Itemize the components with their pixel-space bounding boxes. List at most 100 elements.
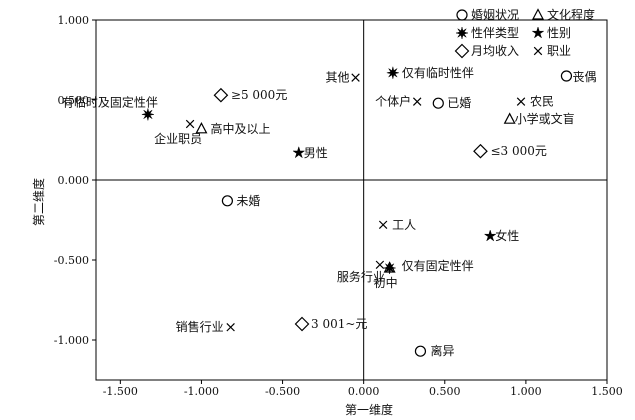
- triangle-legend-marker: [532, 8, 544, 20]
- point-label: 离异: [430, 343, 454, 358]
- circle-marker: [432, 97, 444, 109]
- diamond-legend-marker: [454, 43, 470, 59]
- point-label: 男性: [304, 146, 328, 160]
- x-tick-label: 0.500: [429, 385, 461, 398]
- circle-marker: [560, 70, 573, 82]
- point-其他: 其他: [326, 71, 360, 85]
- x-tick-label: -0.500: [265, 385, 300, 398]
- point-label: 工人: [392, 218, 416, 232]
- point-label: 已婚: [447, 96, 471, 110]
- point-销售行业: 销售行业: [176, 319, 235, 334]
- point-label: ≤3 000元: [490, 144, 546, 158]
- point-3-001-元: 3 001~元: [294, 316, 367, 332]
- x-tick-label: -1.500: [103, 385, 138, 398]
- cross-marker: [378, 220, 388, 230]
- point-label: ≥5 000元: [231, 88, 287, 102]
- legend-item-文化程度: 文化程度: [532, 7, 595, 22]
- point-工人: 工人: [378, 218, 416, 232]
- point-5-000元: ≥5 000元: [213, 87, 287, 103]
- point-label: 小学或文盲: [515, 111, 575, 126]
- point-label: 企业职员: [154, 131, 202, 146]
- cross-marker: [351, 73, 360, 82]
- point-服务行业: 服务行业: [337, 260, 385, 284]
- y-axis-title: 第二维度: [31, 178, 46, 226]
- point-label: 个体户: [375, 94, 411, 109]
- cross-marker: [226, 322, 235, 332]
- y-tick-label: 0.000: [58, 174, 90, 187]
- point-小学或文盲: 小学或文盲: [503, 111, 575, 126]
- plot-frame: [95, 19, 608, 381]
- point-丧偶: 丧偶: [560, 70, 596, 84]
- cross-marker: [412, 97, 422, 106]
- point-已婚: 已婚: [432, 96, 471, 110]
- point-label: 仅有固定性伴: [402, 258, 474, 273]
- point-label: 其他: [326, 71, 350, 85]
- legend-label: 文化程度: [547, 7, 595, 22]
- point-个体户: 个体户: [375, 94, 422, 109]
- y-tick-label: 0.500: [58, 94, 90, 107]
- y-axis-ticks: 1.000 0.500 0.000 -0.500 -1.000: [54, 14, 96, 347]
- zero-reference-lines: [96, 20, 607, 380]
- plot-border: [95, 19, 608, 381]
- y-tick-label: -1.000: [54, 334, 89, 347]
- legend-item-月均收入: 月均收入: [454, 43, 519, 59]
- point-3-000元: ≤3 000元: [473, 143, 547, 159]
- cross-marker: [185, 119, 195, 129]
- x-tick-label: 1.000: [510, 385, 542, 398]
- point-label: 农民: [530, 95, 554, 109]
- point-label: 3 001~元: [311, 317, 367, 331]
- legend-label: 性别: [547, 26, 571, 40]
- diamond-marker: [294, 316, 310, 332]
- burst-marker: [383, 261, 396, 275]
- point-label: 女性: [495, 228, 519, 243]
- point-label: 服务行业: [337, 269, 385, 284]
- x-axis-ticks: -1.500 -1.000 -0.500 0.000 0.500 1.000 1.500: [103, 380, 623, 398]
- point-未婚: 未婚: [221, 194, 260, 208]
- y-tick-label: 1.000: [58, 14, 90, 27]
- burst-marker: [386, 66, 399, 79]
- cross-marker: [375, 260, 385, 270]
- legend-item-婚姻状况: 婚姻状况: [456, 7, 519, 22]
- burst-marker: [141, 108, 154, 121]
- point-农民: 农民: [516, 95, 554, 109]
- point-label: 丧偶: [572, 70, 596, 84]
- legend-label: 月均收入: [471, 44, 519, 58]
- legend-item-性别: 性别: [531, 26, 571, 40]
- legend-item-职业: 职业: [533, 44, 571, 58]
- point-label: 初中: [374, 275, 398, 290]
- y-tick-label: -0.500: [54, 254, 89, 267]
- circle-marker: [414, 345, 427, 357]
- triangle-marker: [503, 112, 516, 124]
- legend-label: 性伴类型: [471, 26, 519, 40]
- point-男性: 男性: [292, 145, 328, 160]
- point-label: 仅有临时性伴: [402, 66, 474, 80]
- point-女性: 女性: [483, 228, 519, 243]
- point-label: 高中及以上: [210, 121, 270, 136]
- point-label: 有临时及固定性伴: [62, 94, 158, 109]
- point-label: 未婚: [236, 194, 260, 208]
- x-tick-label: 1.500: [591, 385, 623, 398]
- point-仅有临时性伴: 仅有临时性伴: [386, 66, 474, 80]
- triangle-marker: [195, 122, 208, 134]
- circle-legend-marker: [456, 9, 468, 21]
- point-高中及以上: 高中及以上: [195, 121, 270, 136]
- star-marker: [292, 145, 306, 159]
- star-marker: [483, 229, 497, 242]
- legend-label: 职业: [547, 44, 571, 58]
- star-legend-marker: [531, 26, 545, 39]
- x-tick-label: 0.000: [348, 385, 380, 398]
- legend-item-性伴类型: 性伴类型: [455, 26, 519, 40]
- point-label: 销售行业: [176, 319, 224, 334]
- cross-marker: [516, 97, 526, 106]
- point-企业职员: 企业职员: [154, 119, 202, 146]
- circle-marker: [221, 195, 233, 207]
- cross-legend-marker: [533, 46, 543, 56]
- burst-legend-marker: [455, 26, 469, 40]
- point-有临时及固定性伴: 有临时及固定性伴: [62, 94, 158, 121]
- point-仅有固定性伴: 仅有固定性伴: [383, 258, 474, 275]
- point-离异: 离异: [414, 343, 454, 358]
- legend-label: 婚姻状况: [471, 7, 519, 22]
